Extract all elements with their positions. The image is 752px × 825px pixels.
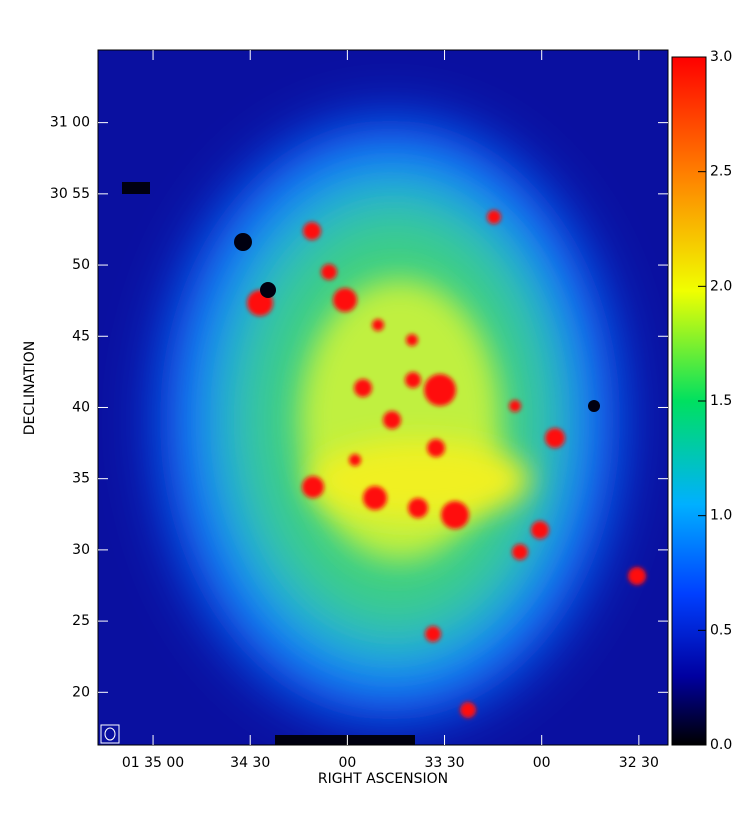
plot-frame bbox=[97, 49, 669, 746]
y-tick-label: 20 bbox=[72, 684, 90, 700]
y-tick-label: 35 bbox=[72, 471, 90, 487]
colorbar-tick-label: 2.5 bbox=[710, 164, 732, 180]
y-tick-label: 40 bbox=[72, 399, 90, 415]
x-axis-label: RIGHT ASCENSION bbox=[318, 771, 448, 787]
colorbar-tick-label: 1.5 bbox=[710, 393, 732, 409]
colorbar-tick-label: 0.0 bbox=[710, 737, 732, 753]
x-tick-label: 00 bbox=[338, 755, 356, 771]
colorbar-tick-label: 2.0 bbox=[710, 278, 732, 294]
x-tick-label: 33 30 bbox=[424, 755, 464, 771]
colorbar-tick-label: 3.0 bbox=[710, 49, 732, 65]
y-tick-label: 30 55 bbox=[50, 186, 90, 202]
colorbar-tick-label: 0.5 bbox=[710, 622, 732, 638]
colorbar-tick-label: 1.0 bbox=[710, 508, 732, 524]
galaxy-image bbox=[98, 50, 668, 745]
y-tick-label: 25 bbox=[72, 613, 90, 629]
x-tick-label: 00 bbox=[533, 755, 551, 771]
y-axis-label: DECLINATION bbox=[22, 341, 38, 435]
y-tick-label: 50 bbox=[72, 257, 90, 273]
y-tick-label: 45 bbox=[72, 328, 90, 344]
y-tick-label: 31 00 bbox=[50, 115, 90, 131]
x-tick-label: 34 30 bbox=[230, 755, 270, 771]
y-tick-label: 30 bbox=[72, 542, 90, 558]
x-tick-label: 32 30 bbox=[619, 755, 659, 771]
x-tick-label: 01 35 00 bbox=[122, 755, 184, 771]
